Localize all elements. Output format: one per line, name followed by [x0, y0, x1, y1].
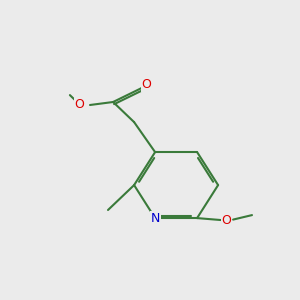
Text: O: O — [142, 78, 151, 92]
Text: O: O — [75, 98, 85, 111]
Text: N: N — [150, 212, 160, 225]
Text: O: O — [222, 214, 231, 227]
